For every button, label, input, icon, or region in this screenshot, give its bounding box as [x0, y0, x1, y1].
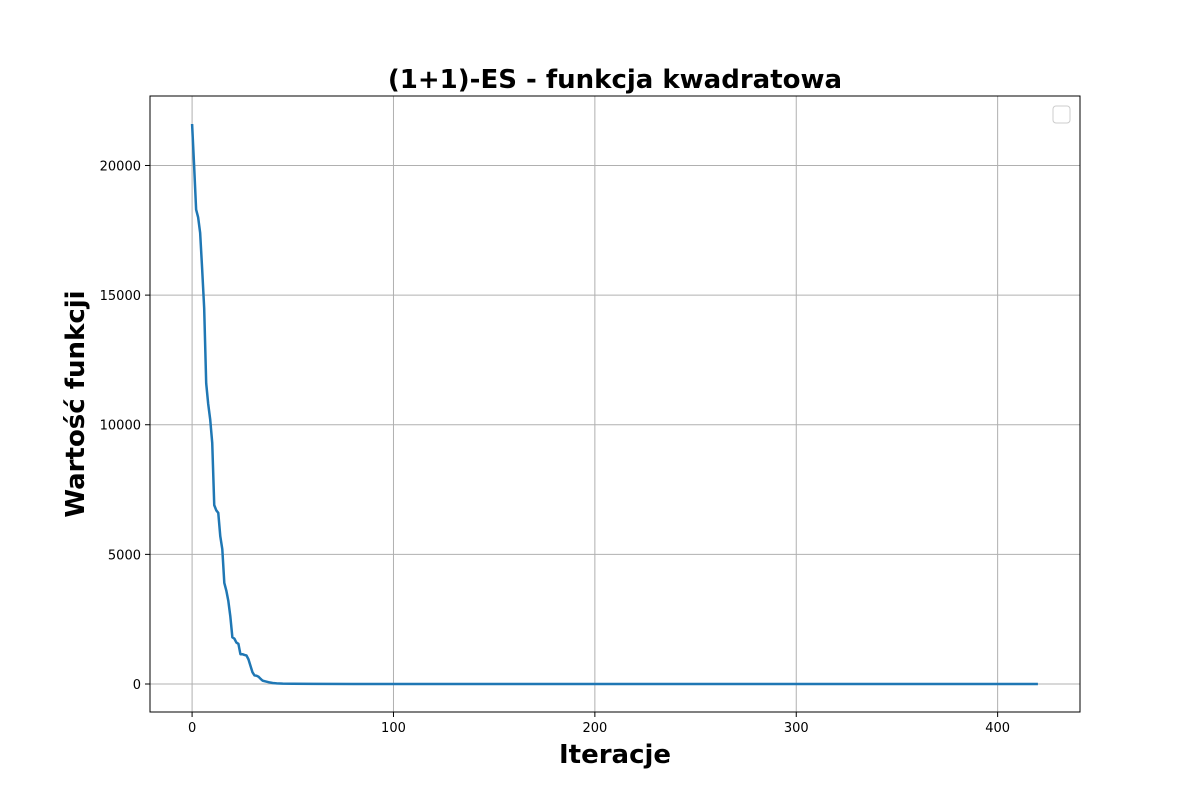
y-tick-label: 15000 [100, 289, 141, 304]
y-tick-label: 5000 [108, 548, 141, 563]
legend-box [1052, 105, 1071, 124]
y-axis-ticks: 0 5000 10000 15000 20000 [100, 159, 150, 693]
x-axis-label: Iteracje [559, 740, 671, 770]
x-tick-label: 400 [985, 721, 1010, 736]
chart-title: (1+1)-ES - funkcja kwadratowa [388, 65, 842, 95]
x-tick-label: 300 [784, 721, 809, 736]
x-axis-ticks: 0 100 200 300 400 [188, 712, 1010, 736]
plot-area [150, 96, 1080, 712]
x-tick-label: 200 [582, 721, 607, 736]
axes-frame [149, 95, 1081, 713]
x-tick-label: 100 [381, 721, 406, 736]
series-line [190, 123, 1038, 686]
x-gridlines [191, 96, 999, 712]
y-tick-label: 10000 [100, 419, 141, 434]
x-tick-label: 0 [188, 721, 196, 736]
y-axis-label: Wartość funkcji [61, 290, 91, 517]
y-tick-label: 20000 [100, 159, 141, 174]
y-tick-label: 0 [133, 678, 141, 693]
